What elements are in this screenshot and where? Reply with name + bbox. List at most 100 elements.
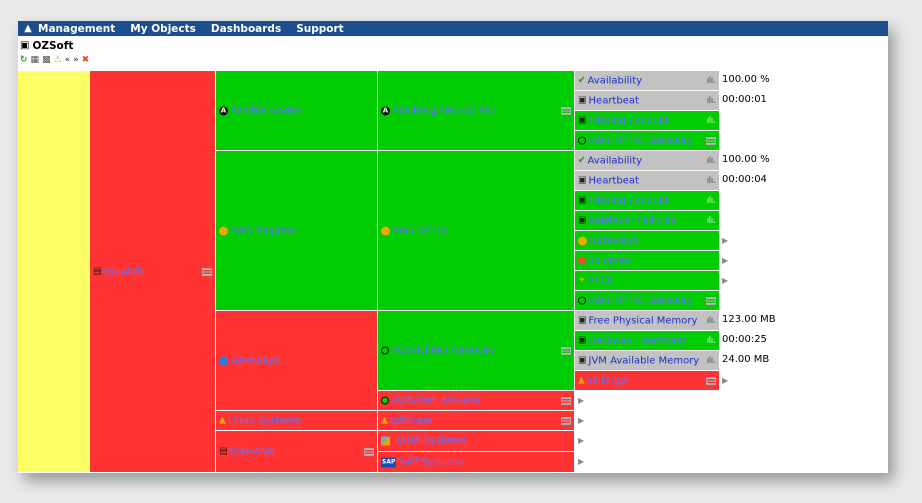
metric-gateway-heartbeat[interactable]: ▣ Gateway Heartbeat ılı. (575, 331, 720, 351)
context-menu-icon[interactable] (706, 136, 716, 145)
node-hana-systems[interactable]: HANA Systems (378, 431, 575, 452)
metric-availability[interactable]: ✔ Availability ılı. (575, 151, 720, 171)
chart-icon[interactable]: ılı. (706, 115, 716, 126)
node-ansible-nodes-label: Ansible Nodes (230, 105, 301, 116)
building-icon: ▣ (578, 175, 587, 186)
node-aws-test-ami-gw-label: AWS-Test_AMI-GW (391, 395, 481, 406)
chart-icon[interactable]: ılı. (706, 335, 716, 346)
refresh-icon[interactable]: ↻ (20, 55, 28, 65)
node-sap-systems[interactable]: SAP SAP Systems (378, 452, 575, 473)
menu-my-objects[interactable]: My Objects (130, 22, 196, 35)
node-ansible-aws-demo[interactable]: A Ansible@AWS-DEMO (378, 71, 575, 151)
context-menu-icon[interactable] (561, 346, 571, 355)
metric-heartbeat[interactable]: ▣ Heartbeat ılı. (575, 171, 720, 191)
linux-icon: ▲ (219, 415, 226, 426)
expand-arrow-icon[interactable]: ▶ (722, 376, 729, 385)
context-menu-icon[interactable] (706, 296, 716, 305)
metric-missing-account[interactable]: ▣ Missing Account ılı. (575, 191, 720, 211)
node-ozitc-gw-label: ozitc-gw (389, 415, 432, 426)
expand-arrow-icon[interactable]: ▶ (722, 276, 729, 285)
metric-aws-demo-gateway-label: AWS-DEMO Gateway (588, 295, 693, 306)
metric-aws-demo-gateway[interactable]: AWS-DEMO Gateway (575, 131, 720, 151)
volume-icon (578, 256, 586, 265)
expand-arrow-icon[interactable]: ▶ (578, 396, 585, 405)
metric-aws-demo-gateway-label: AWS-DEMO Gateway (588, 135, 693, 146)
building-icon: ▣ (578, 335, 587, 346)
chart-icon[interactable]: ılı. (706, 215, 716, 226)
gateway-icon (578, 136, 586, 145)
root-column[interactable] (18, 71, 90, 473)
expand-arrow-icon[interactable]: ▶ (722, 256, 729, 265)
metric-gateways[interactable]: Gateways (575, 231, 720, 251)
aws-region-icon (578, 236, 587, 245)
menu-bar: ▲ Management My Objects Dashboards Suppo… (18, 21, 888, 36)
warning-icon[interactable]: ⚠ (53, 55, 62, 65)
node-aws-demo-gateway[interactable]: AWS-DEMO Gateway (378, 311, 575, 391)
tree-expand-icon[interactable]: ▩ (42, 55, 51, 65)
chart-icon[interactable]: ılı. (706, 75, 716, 86)
tree-icon[interactable]: ▦ (30, 55, 40, 65)
node-ansible-nodes[interactable]: A Ansible Nodes (216, 71, 378, 151)
metric-gateway-heartbeat-value: 00:00:25 (722, 334, 767, 345)
pin-icon[interactable]: ✖ (81, 55, 90, 65)
context-menu-icon[interactable] (561, 106, 571, 115)
metric-missing-account[interactable]: ▣ Missing Account ılı. (575, 111, 720, 131)
expand-arrow-icon[interactable]: ▶ (722, 236, 729, 245)
hana-icon (381, 436, 390, 446)
node-gateways[interactable]: Gateways (216, 311, 378, 411)
metric-gateway-heartbeat-label: Gateway Heartbeat (588, 335, 687, 346)
context-menu-icon[interactable] (202, 267, 212, 276)
server-icon: ▤ (219, 446, 228, 457)
menu-management[interactable]: Management (38, 22, 116, 35)
metric-availability[interactable]: ✔ Availability ılı. (575, 71, 720, 91)
chart-icon[interactable]: ılı. (706, 95, 716, 106)
app-window: ▲ Management My Objects Dashboards Suppo… (18, 21, 888, 473)
home-icon[interactable]: ▲ (24, 23, 32, 34)
chart-icon[interactable]: ılı. (706, 195, 716, 206)
metric-ozitc-gw[interactable]: ▲ ozitc-gw (575, 371, 720, 391)
node-aws-regions[interactable]: AWS Regions (216, 151, 378, 311)
node-on-aws[interactable]: ▤ On-AWS (90, 71, 216, 473)
metric-availability-label: Availability (587, 75, 643, 86)
building-icon: ▣ (578, 95, 587, 106)
chart-icon[interactable]: ılı. (706, 355, 716, 366)
metric-volumes-label: Volumes (588, 255, 631, 266)
node-aws-demo[interactable]: AWS-DEMO (378, 151, 575, 311)
metric-aws-demo-gateway[interactable]: AWS-DEMO Gateway (575, 291, 720, 311)
node-aws-test-ami-gw[interactable]: AWS-Test_AMI-GW (378, 391, 575, 411)
metric-free-physical-memory[interactable]: ▣ Free Physical Memory ılı. (575, 311, 720, 331)
menu-dashboards[interactable]: Dashboards (210, 22, 282, 35)
context-menu-icon[interactable] (706, 376, 716, 385)
context-menu-icon[interactable] (364, 447, 374, 456)
metric-vpcs[interactable]: ✦ VPCs (575, 271, 720, 291)
chart-icon[interactable]: ılı. (706, 155, 716, 166)
node-s4hana[interactable]: ▤ S/4HANA (216, 431, 378, 473)
context-menu-icon[interactable] (561, 416, 571, 425)
metric-heartbeat-label: Heartbeat (588, 175, 639, 186)
context-menu-icon[interactable] (561, 396, 571, 405)
linux-icon: ▲ (381, 415, 388, 426)
metric-free-physical-memory-label: Free Physical Memory (588, 315, 698, 326)
metric-jvm-available-memory[interactable]: ▣ JVM Available Memory ılı. (575, 351, 720, 371)
node-linux-systems[interactable]: ▲ Linux Systems (216, 411, 378, 431)
expand-arrow-icon[interactable]: ▶ (578, 416, 585, 425)
node-sap-systems-label: SAP Systems (398, 456, 464, 468)
expand-arrow-icon[interactable]: ▶ (578, 457, 585, 466)
building-icon: ▣ (578, 115, 587, 126)
expand-icon[interactable]: » (73, 55, 79, 65)
metric-gateways-label: Gateways (589, 235, 639, 246)
node-on-aws-label: On-AWS (103, 266, 144, 277)
metric-retriever-failures[interactable]: ▣ Retriever Failures ılı. (575, 211, 720, 231)
menu-support[interactable]: Support (296, 22, 344, 35)
node-ozitc-gw-linux[interactable]: ▲ ozitc-gw (378, 411, 575, 431)
metric-volumes[interactable]: Volumes (575, 251, 720, 271)
expand-arrow-icon[interactable]: ▶ (578, 436, 585, 445)
metric-jvm-available-memory-value: 24.00 MB (722, 354, 770, 365)
metric-heartbeat-value: 00:00:01 (722, 94, 767, 105)
metric-heartbeat[interactable]: ▣ Heartbeat ılı. (575, 91, 720, 111)
metric-jvm-available-memory-label: JVM Available Memory (588, 355, 700, 366)
building-icon: ▣ (578, 215, 587, 226)
chart-icon[interactable]: ılı. (706, 315, 716, 326)
chart-icon[interactable]: ılı. (706, 175, 716, 186)
collapse-icon[interactable]: « (64, 55, 71, 65)
